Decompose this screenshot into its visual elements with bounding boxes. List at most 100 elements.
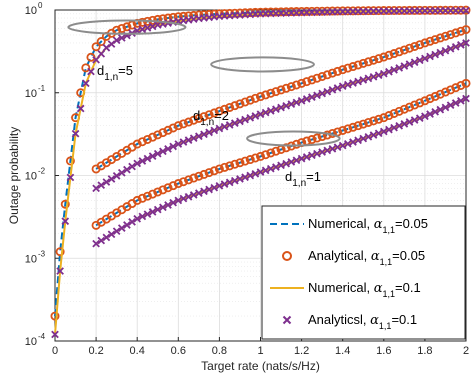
marker-cross [236,175,244,183]
marker-cross-stroke [415,114,424,122]
marker-cross-stroke [123,165,131,174]
marker-cross [71,129,80,138]
marker-circle [446,30,456,40]
marker-circle [446,85,456,95]
marker-circle [297,78,307,88]
marker-cross-stroke [92,239,100,248]
marker-cross [102,43,111,52]
marker-cross-stroke [338,82,347,91]
marker-cross-stroke [215,182,224,190]
marker-cross [421,112,429,121]
annotation-label: d1,n=2 [193,108,229,128]
marker-circle [369,116,379,126]
marker-cross-stroke [272,105,280,114]
marker-cross [225,121,234,129]
marker-circle [415,98,425,108]
marker-cross [236,117,244,126]
marker-cross [128,218,136,226]
marker-cross-stroke [405,60,414,68]
marker-cross [153,205,162,214]
marker-cross [277,161,285,170]
marker-cross-stroke [349,138,357,146]
marker-circle [184,175,194,185]
marker-circle [461,25,471,35]
marker-cross-stroke [272,163,280,171]
annotations: d1,n=5 d1,n=2 d1,n=1 [97,63,321,189]
marker-cross [333,84,342,92]
marker-circle [65,156,75,166]
marker-cross [405,118,414,126]
marker-circle [163,125,173,135]
marker-cross-stroke [446,101,455,110]
marker-cross [364,74,373,83]
marker-cross-stroke [431,50,440,59]
marker-cross-stroke [266,107,275,115]
marker-cross [87,67,95,76]
marker-cross-stroke [200,187,208,196]
marker-cross-stroke [302,153,311,161]
marker-cross-stroke [395,64,404,72]
marker-cross-stroke [323,146,332,155]
marker-cross-stroke [328,144,337,153]
x-axis-label: Target rate (nats/s/Hz) [201,359,320,373]
marker-cross [138,25,147,34]
marker-circle [132,139,142,149]
marker-cross-stroke [395,121,404,130]
marker-cross-stroke [148,208,157,216]
marker-cross [410,116,419,124]
marker-circle [235,158,245,168]
marker-cross-stroke [333,84,342,92]
y-tick-label: 10 [25,5,37,17]
marker-circle [404,43,414,53]
marker-cross [220,180,229,188]
marker-cross [184,192,193,201]
marker-cross-stroke [451,42,460,51]
marker-circle [153,130,163,140]
marker-cross [400,62,409,70]
marker-cross-stroke [374,129,383,138]
marker-cross-stroke [133,214,142,223]
marker-cross-stroke [354,136,362,145]
marker-cross [123,165,131,174]
marker-cross-stroke [143,24,152,32]
marker-cross [107,230,116,239]
marker-cross-stroke [390,66,398,74]
marker-circle [451,83,461,93]
marker-cross [200,187,208,196]
marker-cross-stroke [369,131,378,139]
marker-cross [451,42,460,51]
marker-circle [312,133,322,143]
marker-cross [436,48,445,57]
marker-circle [153,14,163,24]
marker-cross [421,54,429,63]
y-tick-exponent: -1 [38,84,46,93]
marker-cross [241,173,249,182]
marker-circle [137,137,147,147]
marker-cross-stroke [164,145,172,153]
marker-cross [379,69,388,78]
marker-cross-stroke [457,41,465,49]
x-tick-label: 1 [257,345,263,357]
marker-circle [348,122,358,132]
marker-circle [425,94,435,104]
marker-cross-stroke [457,96,465,105]
curves [50,5,471,339]
marker-cross [205,128,213,137]
marker-cross [215,124,224,133]
y-axis-label: Outage probability [7,127,21,224]
marker-cross [195,189,203,197]
legend-swatch-circle [282,251,292,261]
marker-cross [251,112,260,120]
marker-circle [204,168,214,178]
marker-circle [250,153,260,163]
marker-cross [302,153,311,161]
marker-cross [184,136,193,144]
marker-cross-stroke [189,15,198,24]
marker-circle [291,80,301,90]
marker-cross-stroke [446,44,455,53]
marker-cross [143,24,152,32]
marker-circle [266,148,276,158]
marker-cross-stroke [210,183,219,192]
marker-circle [363,57,373,67]
